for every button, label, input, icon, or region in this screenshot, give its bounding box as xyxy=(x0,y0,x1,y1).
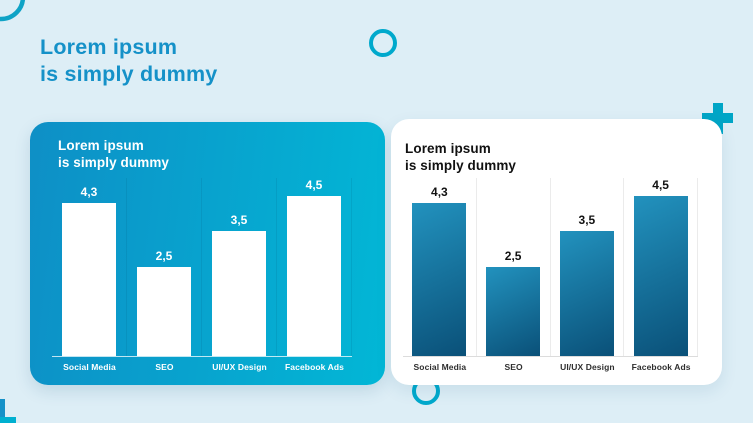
bar xyxy=(62,203,116,356)
category-label: SEO xyxy=(504,362,523,372)
plus-icon-vertical-bar xyxy=(713,103,723,134)
bar-chart: 4,3 2,5 3,5 4,5 Social Media SEO UI/UX Design… xyxy=(52,178,352,372)
bar-cell: 2,5 xyxy=(127,178,202,356)
bar-value-label: 4,3 xyxy=(431,185,448,199)
bar-chart: 4,3 2,5 3,5 4,5 Social Media SEO UI/UX Design… xyxy=(403,178,698,372)
bar-value-label: 3,5 xyxy=(578,213,596,227)
chart-title: Lorem ipsum is simply dummy xyxy=(30,122,385,171)
bar xyxy=(559,231,614,356)
chart-title-line1: Lorem ipsum xyxy=(405,141,491,156)
category-label: Social Media xyxy=(413,362,467,372)
chart-title-line2: is simply dummy xyxy=(405,158,517,173)
bar-cell: 4,5 xyxy=(624,178,698,356)
chart-card-white: Lorem ipsum is simply dummy 4,3 2,5 3,5 4,5 … xyxy=(391,119,722,385)
bar-value-label: 2,5 xyxy=(504,249,522,263)
bar xyxy=(486,267,541,356)
bar-cell: 3,5 xyxy=(551,178,625,356)
bar-value-label: 3,5 xyxy=(230,213,248,227)
category-label: Facebook Ads xyxy=(285,362,344,372)
chart-title: Lorem ipsum is simply dummy xyxy=(391,119,722,174)
bar-cell: 4,3 xyxy=(52,178,127,356)
chart-card-teal: Lorem ipsum is simply dummy 4,3 2,5 3,5 4,5 … xyxy=(30,122,385,385)
chart-labels: Social Media SEO UI/UX Design Facebook Ads xyxy=(403,362,698,372)
corner-bracket-vertical xyxy=(0,399,5,423)
chart-title-line1: Lorem ipsum xyxy=(58,138,144,153)
bar-value-label: 4,3 xyxy=(80,185,98,199)
bar-value-label: 4,5 xyxy=(305,178,323,192)
chart-labels: Social Media SEO UI/UX Design Facebook Ads xyxy=(52,362,352,372)
bar-cell: 3,5 xyxy=(202,178,277,356)
corner-bracket-icon xyxy=(0,399,16,423)
category-label: SEO xyxy=(155,362,174,372)
bar-value-label: 4,5 xyxy=(652,178,669,192)
page-title: Lorem ipsum is simply dummy xyxy=(40,34,217,88)
bar-cell: 4,5 xyxy=(277,178,352,356)
chart-plot: 4,3 2,5 3,5 4,5 xyxy=(403,178,698,357)
bar xyxy=(633,196,688,356)
bar-value-label: 2,5 xyxy=(155,249,173,263)
plus-icon xyxy=(702,103,733,134)
bar xyxy=(137,267,191,356)
category-label: UI/UX Design xyxy=(560,362,615,372)
category-label: UI/UX Design xyxy=(212,362,267,372)
page-title-line2: is simply dummy xyxy=(40,62,218,86)
corner-bracket-horizontal xyxy=(0,417,16,423)
category-label: Social Media xyxy=(63,362,116,372)
chart-plot: 4,3 2,5 3,5 4,5 xyxy=(52,178,352,357)
bar xyxy=(212,231,266,356)
corner-arc-icon xyxy=(0,0,26,22)
bar-cell: 2,5 xyxy=(477,178,551,356)
page-title-line1: Lorem ipsum xyxy=(40,35,178,59)
circle-outline-icon xyxy=(369,29,397,57)
category-label: Facebook Ads xyxy=(631,362,691,372)
bar xyxy=(287,196,341,356)
bar-cell: 4,3 xyxy=(403,178,477,356)
chart-title-line2: is simply dummy xyxy=(58,155,170,170)
bar xyxy=(412,203,467,356)
